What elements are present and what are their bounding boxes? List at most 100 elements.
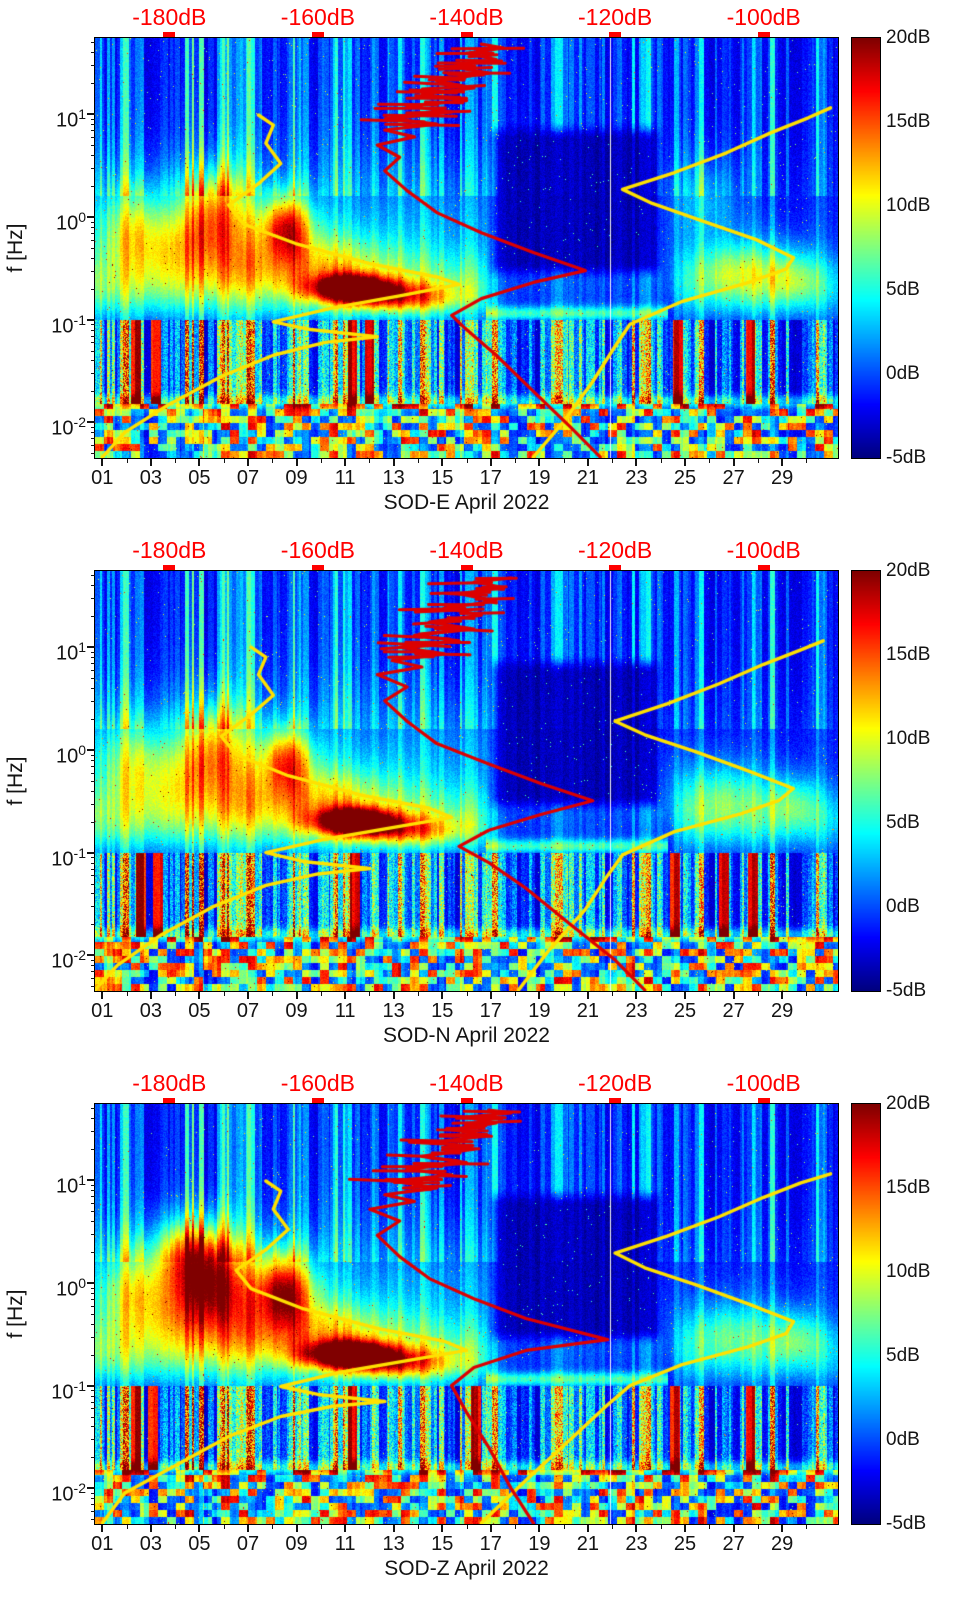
y-axis-major-tick: [87, 1384, 95, 1387]
y-axis-minor-tick: [91, 1190, 95, 1192]
x-tick-label: 19: [528, 467, 551, 489]
y-axis-minor-tick: [91, 427, 95, 429]
y-tick-base: 10: [55, 642, 79, 665]
y-axis-minor-tick: [91, 700, 95, 702]
y-axis-minor-tick: [91, 971, 95, 973]
y-axis-minor-tick: [91, 657, 95, 659]
x-axis-minor-tick: [660, 459, 662, 463]
x-tick-label: 17: [479, 1000, 502, 1022]
x-axis-major-tick: [392, 459, 395, 466]
spectrogram-panel-sod-n: -180dB -160dB -140dB -120dB -100dB 101 100 10-1…: [0, 533, 962, 1066]
x-tick-label: 07: [236, 1000, 260, 1022]
x-axis-major-tick: [101, 1525, 104, 1532]
y-axis-minor-tick: [91, 52, 95, 54]
x-axis-major-tick: [489, 1525, 492, 1532]
top-axis-label: -160dB: [280, 537, 355, 563]
x-tick-label: 07: [236, 1533, 260, 1555]
x-axis-minor-tick: [563, 1525, 565, 1529]
x-axis-minor-tick: [417, 459, 419, 463]
y-axis-minor-tick: [91, 1519, 95, 1521]
y-axis-major-tick: [87, 1487, 95, 1490]
y-axis-minor-tick: [91, 342, 95, 344]
y-axis-minor-tick: [91, 360, 95, 362]
y-tick-base: 10: [51, 418, 74, 441]
y-axis-minor-tick: [91, 257, 95, 259]
y-axis-minor-tick: [91, 1426, 95, 1428]
y-axis-minor-tick: [91, 662, 95, 664]
x-axis-major-tick: [732, 992, 735, 999]
y-tick-label: 100: [28, 205, 86, 235]
top-axis-label: -120dB: [578, 537, 653, 563]
y-axis-minor-tick: [91, 765, 95, 767]
y-tick-label: 100: [28, 1271, 86, 1301]
y-axis-minor-tick: [91, 1287, 95, 1289]
y-tick-base: 10: [51, 848, 74, 871]
y-axis-minor-tick: [91, 350, 95, 352]
x-tick-label: 15: [431, 467, 454, 489]
colorbar-tick-label: 20dB: [886, 560, 931, 581]
spectrogram-canvas-sod-n: [94, 570, 839, 992]
x-axis-minor-tick: [660, 992, 662, 996]
y-axis-minor-tick: [91, 790, 95, 792]
x-axis-minor-tick: [757, 992, 759, 996]
x-tick-label: 11: [334, 1533, 356, 1555]
y-axis-major-tick: [87, 851, 95, 854]
y-tick-label: 10-1: [28, 1374, 86, 1404]
y-axis-minor-tick: [91, 978, 95, 980]
x-axis-major-tick: [635, 1525, 638, 1532]
colorbar: [851, 570, 881, 992]
x-axis-major-tick: [684, 992, 687, 999]
top-axis-label: -100dB: [726, 1070, 801, 1096]
y-tick-exponent: -1: [73, 1377, 86, 1394]
y-axis-minor-tick: [91, 1131, 95, 1133]
colorbar-tick-label: 15dB: [886, 1177, 931, 1198]
x-axis-minor-tick: [660, 1525, 662, 1529]
x-axis-minor-tick: [515, 1525, 517, 1529]
x-tick-label: 01: [91, 1533, 114, 1555]
x-tick-label: 23: [625, 1533, 648, 1555]
y-axis-minor-tick: [91, 329, 95, 331]
x-axis-minor-tick: [709, 992, 711, 996]
y-axis-minor-tick: [91, 759, 95, 761]
x-tick-label: 27: [722, 1000, 745, 1022]
y-axis-label: f [Hz]: [4, 756, 27, 806]
y-axis-minor-tick: [91, 1390, 95, 1392]
top-axis-tick-mark: [163, 1098, 176, 1104]
x-axis-minor-tick: [175, 992, 177, 996]
colorbar-tick-label: -5dB: [886, 980, 927, 1001]
y-axis-minor-tick: [91, 1395, 95, 1397]
x-axis-minor-tick: [709, 459, 711, 463]
x-axis-major-tick: [198, 1525, 201, 1532]
y-axis-minor-tick: [91, 960, 95, 962]
x-tick-label: 21: [576, 467, 600, 489]
y-axis-minor-tick: [91, 1439, 95, 1441]
x-tick-label: 27: [722, 1533, 745, 1555]
x-axis-minor-tick: [320, 1525, 322, 1529]
y-axis-minor-tick: [91, 857, 95, 859]
y-axis-minor-tick: [91, 288, 95, 290]
x-axis-major-tick: [489, 992, 492, 999]
x-tick-label: 29: [771, 467, 794, 489]
y-axis-minor-tick: [91, 154, 95, 156]
y-axis-minor-tick: [91, 1493, 95, 1495]
x-axis-major-tick: [489, 459, 492, 466]
top-axis-label: -120dB: [578, 1070, 653, 1096]
y-axis-minor-tick: [91, 453, 95, 455]
x-axis-major-tick: [295, 1525, 298, 1532]
y-tick-exponent: 0: [78, 208, 86, 225]
top-axis-label: -160dB: [280, 1070, 355, 1096]
x-axis-minor-tick: [126, 459, 128, 463]
y-axis-minor-tick: [91, 42, 95, 44]
top-axis-tick-mark: [757, 1098, 770, 1104]
y-axis-minor-tick: [91, 185, 95, 187]
y-tick-label: 100: [28, 738, 86, 768]
y-axis-minor-tick: [91, 862, 95, 864]
y-tick-label: 10-2: [28, 943, 86, 973]
x-axis-minor-tick: [272, 992, 274, 996]
x-axis-minor-tick: [515, 459, 517, 463]
y-axis-minor-tick: [91, 1195, 95, 1197]
x-axis-major-tick: [538, 459, 541, 466]
x-axis-minor-tick: [223, 992, 225, 996]
y-axis-minor-tick: [91, 1305, 95, 1307]
